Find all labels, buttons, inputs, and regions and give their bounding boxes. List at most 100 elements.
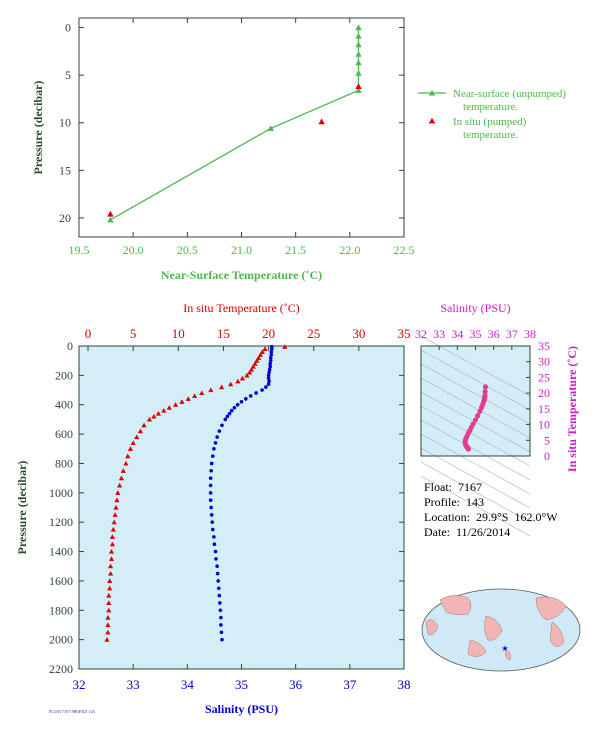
top-x-tick-label: 21.5 bbox=[285, 243, 306, 257]
ts-y-tick-label: 35 bbox=[538, 339, 550, 353]
salinity-marker bbox=[215, 435, 219, 439]
float-location-star: ★ bbox=[501, 644, 508, 653]
salinity-marker bbox=[244, 397, 248, 401]
top-x-axis-label: Near-Surface Temperature (˚C) bbox=[161, 268, 322, 282]
near-surface-marker bbox=[355, 32, 362, 39]
continent bbox=[484, 615, 503, 641]
salinity-marker bbox=[267, 367, 272, 372]
temperature-marker bbox=[114, 497, 120, 503]
temperature-marker bbox=[106, 600, 112, 606]
near-surface-marker bbox=[355, 87, 362, 93]
salinity-marker bbox=[270, 347, 274, 351]
ts-point bbox=[482, 384, 489, 390]
near-surface-marker bbox=[107, 216, 114, 223]
salinity-marker bbox=[208, 476, 213, 480]
salinity-marker bbox=[212, 542, 217, 547]
salinity-marker bbox=[268, 361, 273, 366]
temperature-marker bbox=[235, 378, 241, 384]
temperature-marker bbox=[172, 402, 179, 407]
ts-y-tick-label: 0 bbox=[544, 449, 550, 463]
salinity-marker bbox=[218, 601, 222, 605]
temp-axis-tick-label: 0 bbox=[85, 326, 92, 341]
near-surface-marker bbox=[355, 24, 362, 31]
salinity-marker bbox=[239, 399, 244, 404]
salinity-axis-tick-label: 38 bbox=[398, 677, 411, 692]
salinity-marker bbox=[268, 355, 273, 360]
temperature-marker bbox=[111, 519, 117, 525]
salinity-marker bbox=[210, 527, 215, 532]
temperature-marker bbox=[123, 460, 129, 466]
density-contour bbox=[420, 461, 531, 523]
salinity-marker bbox=[212, 446, 216, 451]
temp-axis-tick-label: 30 bbox=[352, 326, 365, 341]
location: Location: 29.9°S 162.0°W bbox=[424, 510, 558, 524]
salinity-marker bbox=[223, 417, 228, 422]
salinity-marker bbox=[227, 411, 232, 416]
salinity-marker bbox=[217, 593, 222, 598]
ts-title: Salinity (PSU) bbox=[440, 301, 510, 315]
salinity-axis-tick-label: 35 bbox=[235, 677, 248, 692]
salinity-marker bbox=[235, 402, 240, 407]
float-info-block: Float: 7167 Profile: 143 Location: 29.9°… bbox=[424, 480, 558, 540]
temp-axis-tick-label: 20 bbox=[262, 326, 275, 341]
profile-y-tick-label: 1200 bbox=[49, 515, 73, 529]
salinity-marker bbox=[269, 350, 274, 354]
temperature-marker bbox=[252, 361, 258, 366]
near-surface-marker bbox=[355, 50, 362, 57]
density-contour bbox=[420, 447, 531, 509]
legend-marker-in-situ bbox=[428, 117, 436, 124]
salinity-marker bbox=[208, 491, 213, 495]
temperature-marker bbox=[105, 615, 111, 620]
salinity-marker bbox=[215, 564, 219, 569]
temperature-marker bbox=[179, 399, 185, 404]
ts-point bbox=[482, 388, 488, 395]
temperature-marker bbox=[257, 352, 264, 357]
temperature-marker bbox=[151, 413, 157, 419]
ts-point bbox=[482, 392, 488, 398]
ts-point bbox=[475, 413, 481, 419]
profile-y-tick-label: 1600 bbox=[49, 574, 73, 588]
ts-x-tick-label: 33 bbox=[433, 327, 445, 341]
ts-y-tick-label: 5 bbox=[544, 433, 550, 447]
density-contour bbox=[420, 363, 531, 425]
temperature-marker bbox=[120, 468, 126, 473]
footer-code: FLOAT 7167 PROFILE 143 bbox=[49, 709, 95, 714]
world-map-land bbox=[425, 595, 567, 661]
ts-x-tick-label: 34 bbox=[451, 327, 463, 341]
temperature-marker bbox=[106, 592, 112, 598]
temperature-marker bbox=[105, 622, 111, 628]
legend-label-in-situ: In situ (pumped) bbox=[453, 116, 527, 128]
profile-y-tick-label: 1400 bbox=[49, 545, 73, 559]
temperature-marker bbox=[108, 548, 115, 554]
density-contour bbox=[420, 405, 531, 467]
salinity-axis-tick-label: 32 bbox=[73, 677, 86, 692]
temperature-marker bbox=[106, 607, 112, 613]
in-situ-marker bbox=[355, 83, 362, 89]
salinity-marker bbox=[218, 608, 223, 613]
top-y-tick-label: 10 bbox=[59, 116, 71, 130]
salinity-marker bbox=[209, 513, 214, 517]
date: Date: 11/26/2014 bbox=[424, 525, 511, 539]
profile-y-tick-label: 2200 bbox=[49, 662, 73, 676]
temperature-marker bbox=[125, 453, 131, 459]
profile-y-tick-label: 800 bbox=[55, 456, 73, 470]
near-surface-marker bbox=[355, 41, 362, 48]
density-contour bbox=[420, 419, 531, 481]
temperature-marker bbox=[262, 346, 268, 352]
in-situ-marker bbox=[318, 118, 325, 125]
continent bbox=[467, 639, 487, 657]
temperature-marker bbox=[250, 363, 256, 369]
salinity-axis-tick-label: 33 bbox=[127, 677, 140, 692]
temperature-marker bbox=[141, 422, 147, 428]
ts-y-tick-label: 30 bbox=[538, 355, 550, 369]
profile-y-tick-label: 400 bbox=[55, 398, 73, 412]
temperature-marker bbox=[155, 410, 162, 416]
ts-y-tick-label: 15 bbox=[538, 402, 550, 416]
legend-label-in-situ-2: temperature. bbox=[463, 129, 519, 141]
ts-y-axis-label: In situ Temperature (˚C) bbox=[565, 346, 579, 472]
temperature-marker bbox=[161, 408, 167, 413]
profile-number: Profile: 143 bbox=[424, 495, 484, 509]
in-situ-marker bbox=[107, 210, 114, 217]
salinity-marker bbox=[266, 373, 271, 378]
